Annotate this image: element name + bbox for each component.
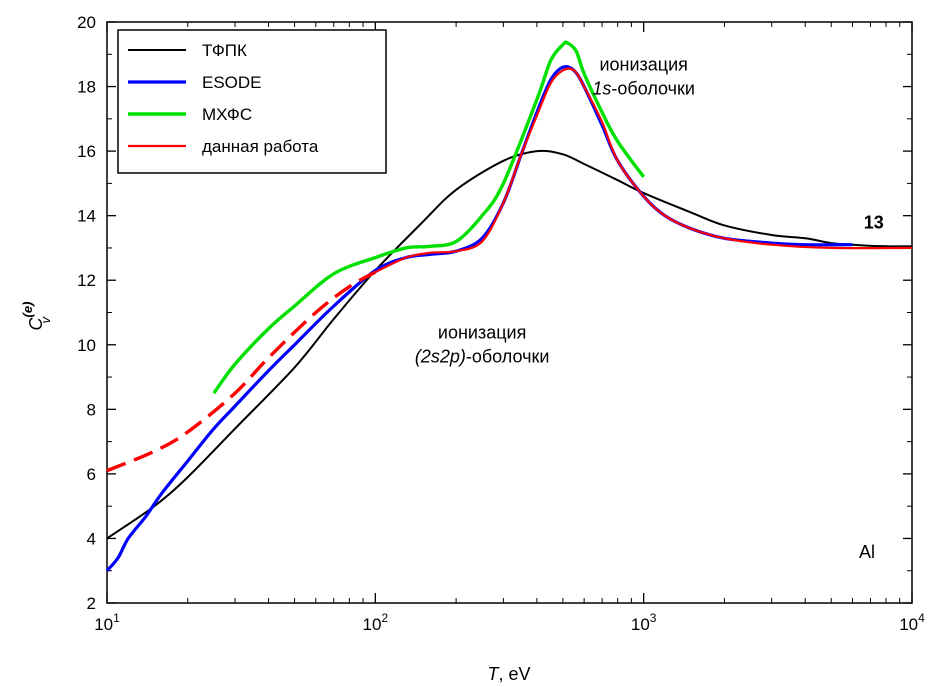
legend-label: МХФС [202, 105, 252, 124]
y-tick-label: 18 [77, 78, 96, 97]
y-tick-label: 14 [77, 207, 96, 226]
axis-ticks: 2 4 6 8 10 12 14 16 18 20 101 102 103 104 [77, 13, 925, 634]
x-tick-label: 104 [899, 611, 925, 634]
y-axis-label: C(e)v [20, 302, 53, 331]
legend-label: ТФПК [202, 41, 247, 60]
y-tick-label: 16 [77, 142, 96, 161]
y-tick-label: 20 [77, 13, 96, 32]
legend-label: ESODE [202, 73, 262, 92]
annotation-label-13: 13 [864, 213, 884, 233]
y-tick-label: 12 [77, 271, 96, 290]
y-tick-label: 8 [87, 400, 96, 419]
series-group [105, 40, 913, 572]
annotation-ion-1s: ионизация [599, 54, 687, 74]
annotations: ионизация 1s-оболочки ионизация (2s2p)-обол… [415, 54, 884, 561]
legend-label: данная работа [202, 137, 319, 156]
y-tick-label: 10 [77, 336, 96, 355]
series-line [212, 40, 646, 395]
legend: ТФПК ESODE МХФС данная работа [117, 29, 387, 174]
annotation-element-al: Al [859, 542, 875, 562]
y-tick-label: 4 [87, 529, 96, 548]
series-line-dashed [106, 270, 377, 473]
x-tick-label: 103 [631, 611, 657, 634]
y-tick-label: 6 [87, 465, 96, 484]
series-line [106, 149, 913, 540]
x-tick-label: 102 [363, 611, 389, 634]
legend-box [117, 29, 387, 174]
annotation-ion-2s2p: (2s2p)-оболочки [415, 346, 550, 366]
x-tick-label: 101 [94, 611, 120, 634]
annotation-ion-2s2p: ионизация [438, 322, 526, 342]
x-axis-label: T, eV [487, 664, 530, 684]
annotation-ion-1s: 1s-оболочки [592, 78, 695, 98]
y-tick-label: 2 [87, 594, 96, 613]
series-line [374, 67, 913, 274]
